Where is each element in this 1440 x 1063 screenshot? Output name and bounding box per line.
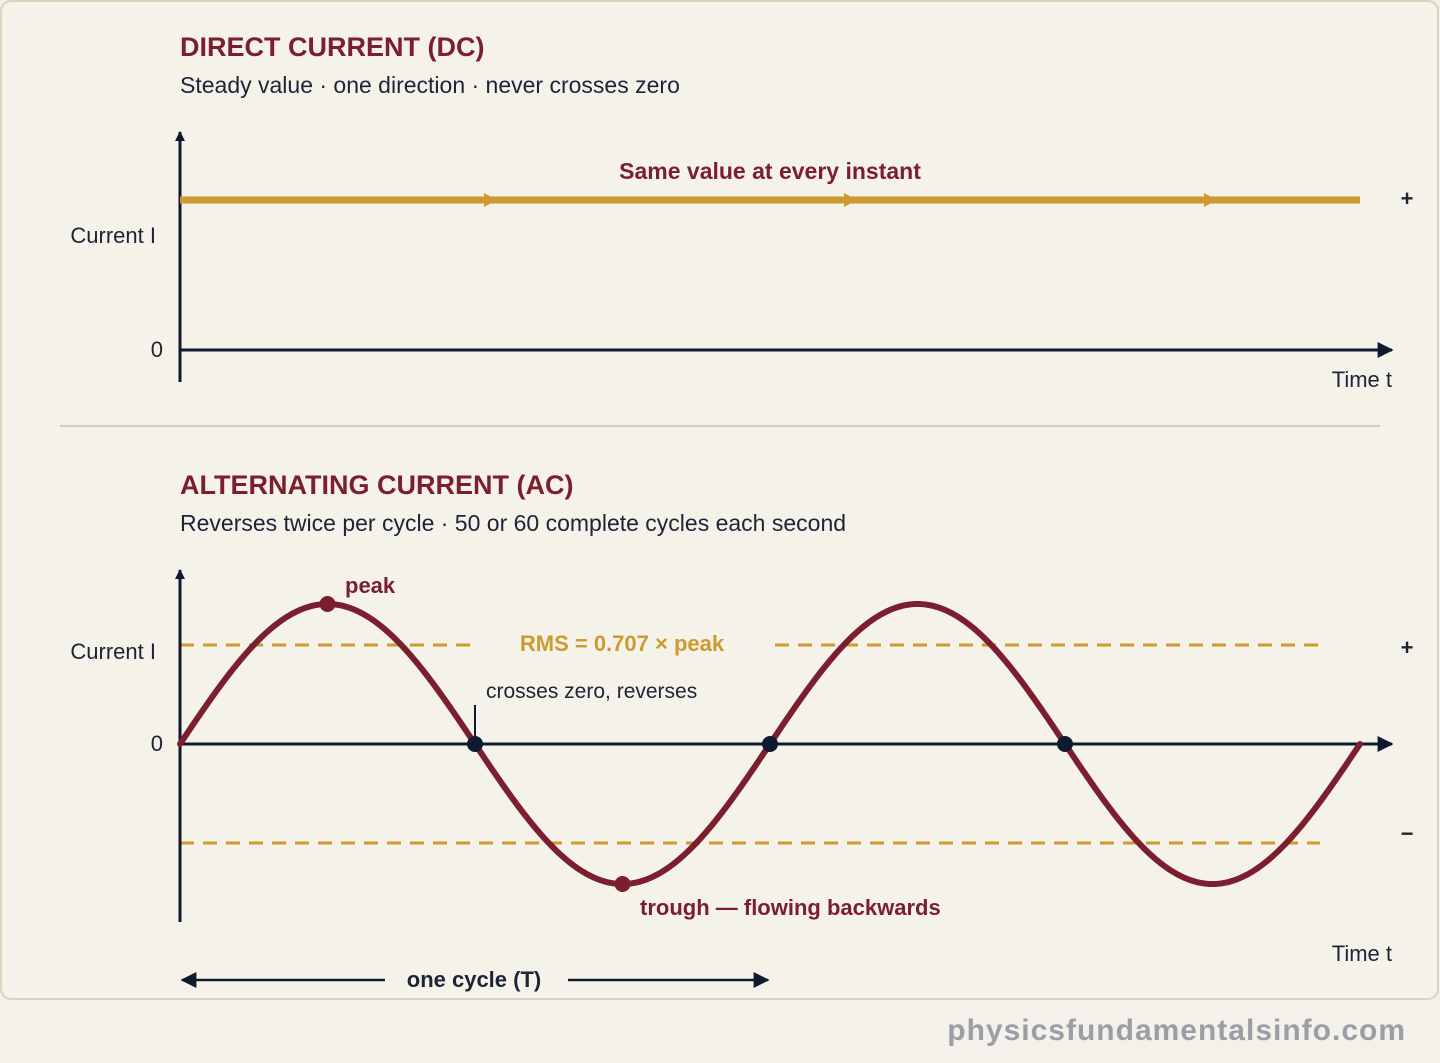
- dc-direction-arrow: [484, 193, 497, 207]
- dc-zero-label: 0: [151, 337, 163, 362]
- ac-zero-label: 0: [151, 731, 163, 756]
- cycle-label: one cycle (T): [407, 967, 541, 992]
- ac-plus-label: +: [1401, 635, 1414, 660]
- panel: [0, 0, 1439, 1000]
- peak-marker: [319, 596, 336, 612]
- dc-x-label: Time t: [1332, 367, 1392, 392]
- ac-x-label: Time t: [1332, 941, 1392, 966]
- zero-crossing-marker: [762, 736, 778, 752]
- dc-direction-arrow: [844, 193, 857, 207]
- dc-subtitle: Steady value · one direction · never cro…: [180, 72, 680, 98]
- dc-annotation: Same value at every instant: [619, 158, 921, 184]
- rms-label: RMS = 0.707 × peak: [520, 631, 725, 656]
- zero-cross-label: crosses zero, reverses: [486, 680, 697, 703]
- trough-marker: [614, 876, 631, 892]
- ac-y-label: Current I: [70, 639, 156, 664]
- peak-label: peak: [345, 573, 396, 598]
- dc-y-label: Current I: [70, 223, 156, 248]
- wave-markers: [319, 596, 1073, 892]
- zero-crossing-marker: [467, 736, 483, 752]
- ac-minus-label: −: [1401, 821, 1414, 846]
- ac-title: ALTERNATING CURRENT (AC): [180, 470, 573, 500]
- dc-title: DIRECT CURRENT (DC): [180, 32, 484, 62]
- dc-plus-label: +: [1401, 186, 1414, 211]
- watermark: physicsfundamentalsinfo.com: [947, 1014, 1406, 1047]
- zero-crossing-marker: [1057, 736, 1073, 752]
- trough-label: trough — flowing backwards: [640, 895, 941, 920]
- ac-subtitle: Reverses twice per cycle · 50 or 60 comp…: [180, 510, 846, 536]
- dc-direction-arrow: [1204, 193, 1217, 207]
